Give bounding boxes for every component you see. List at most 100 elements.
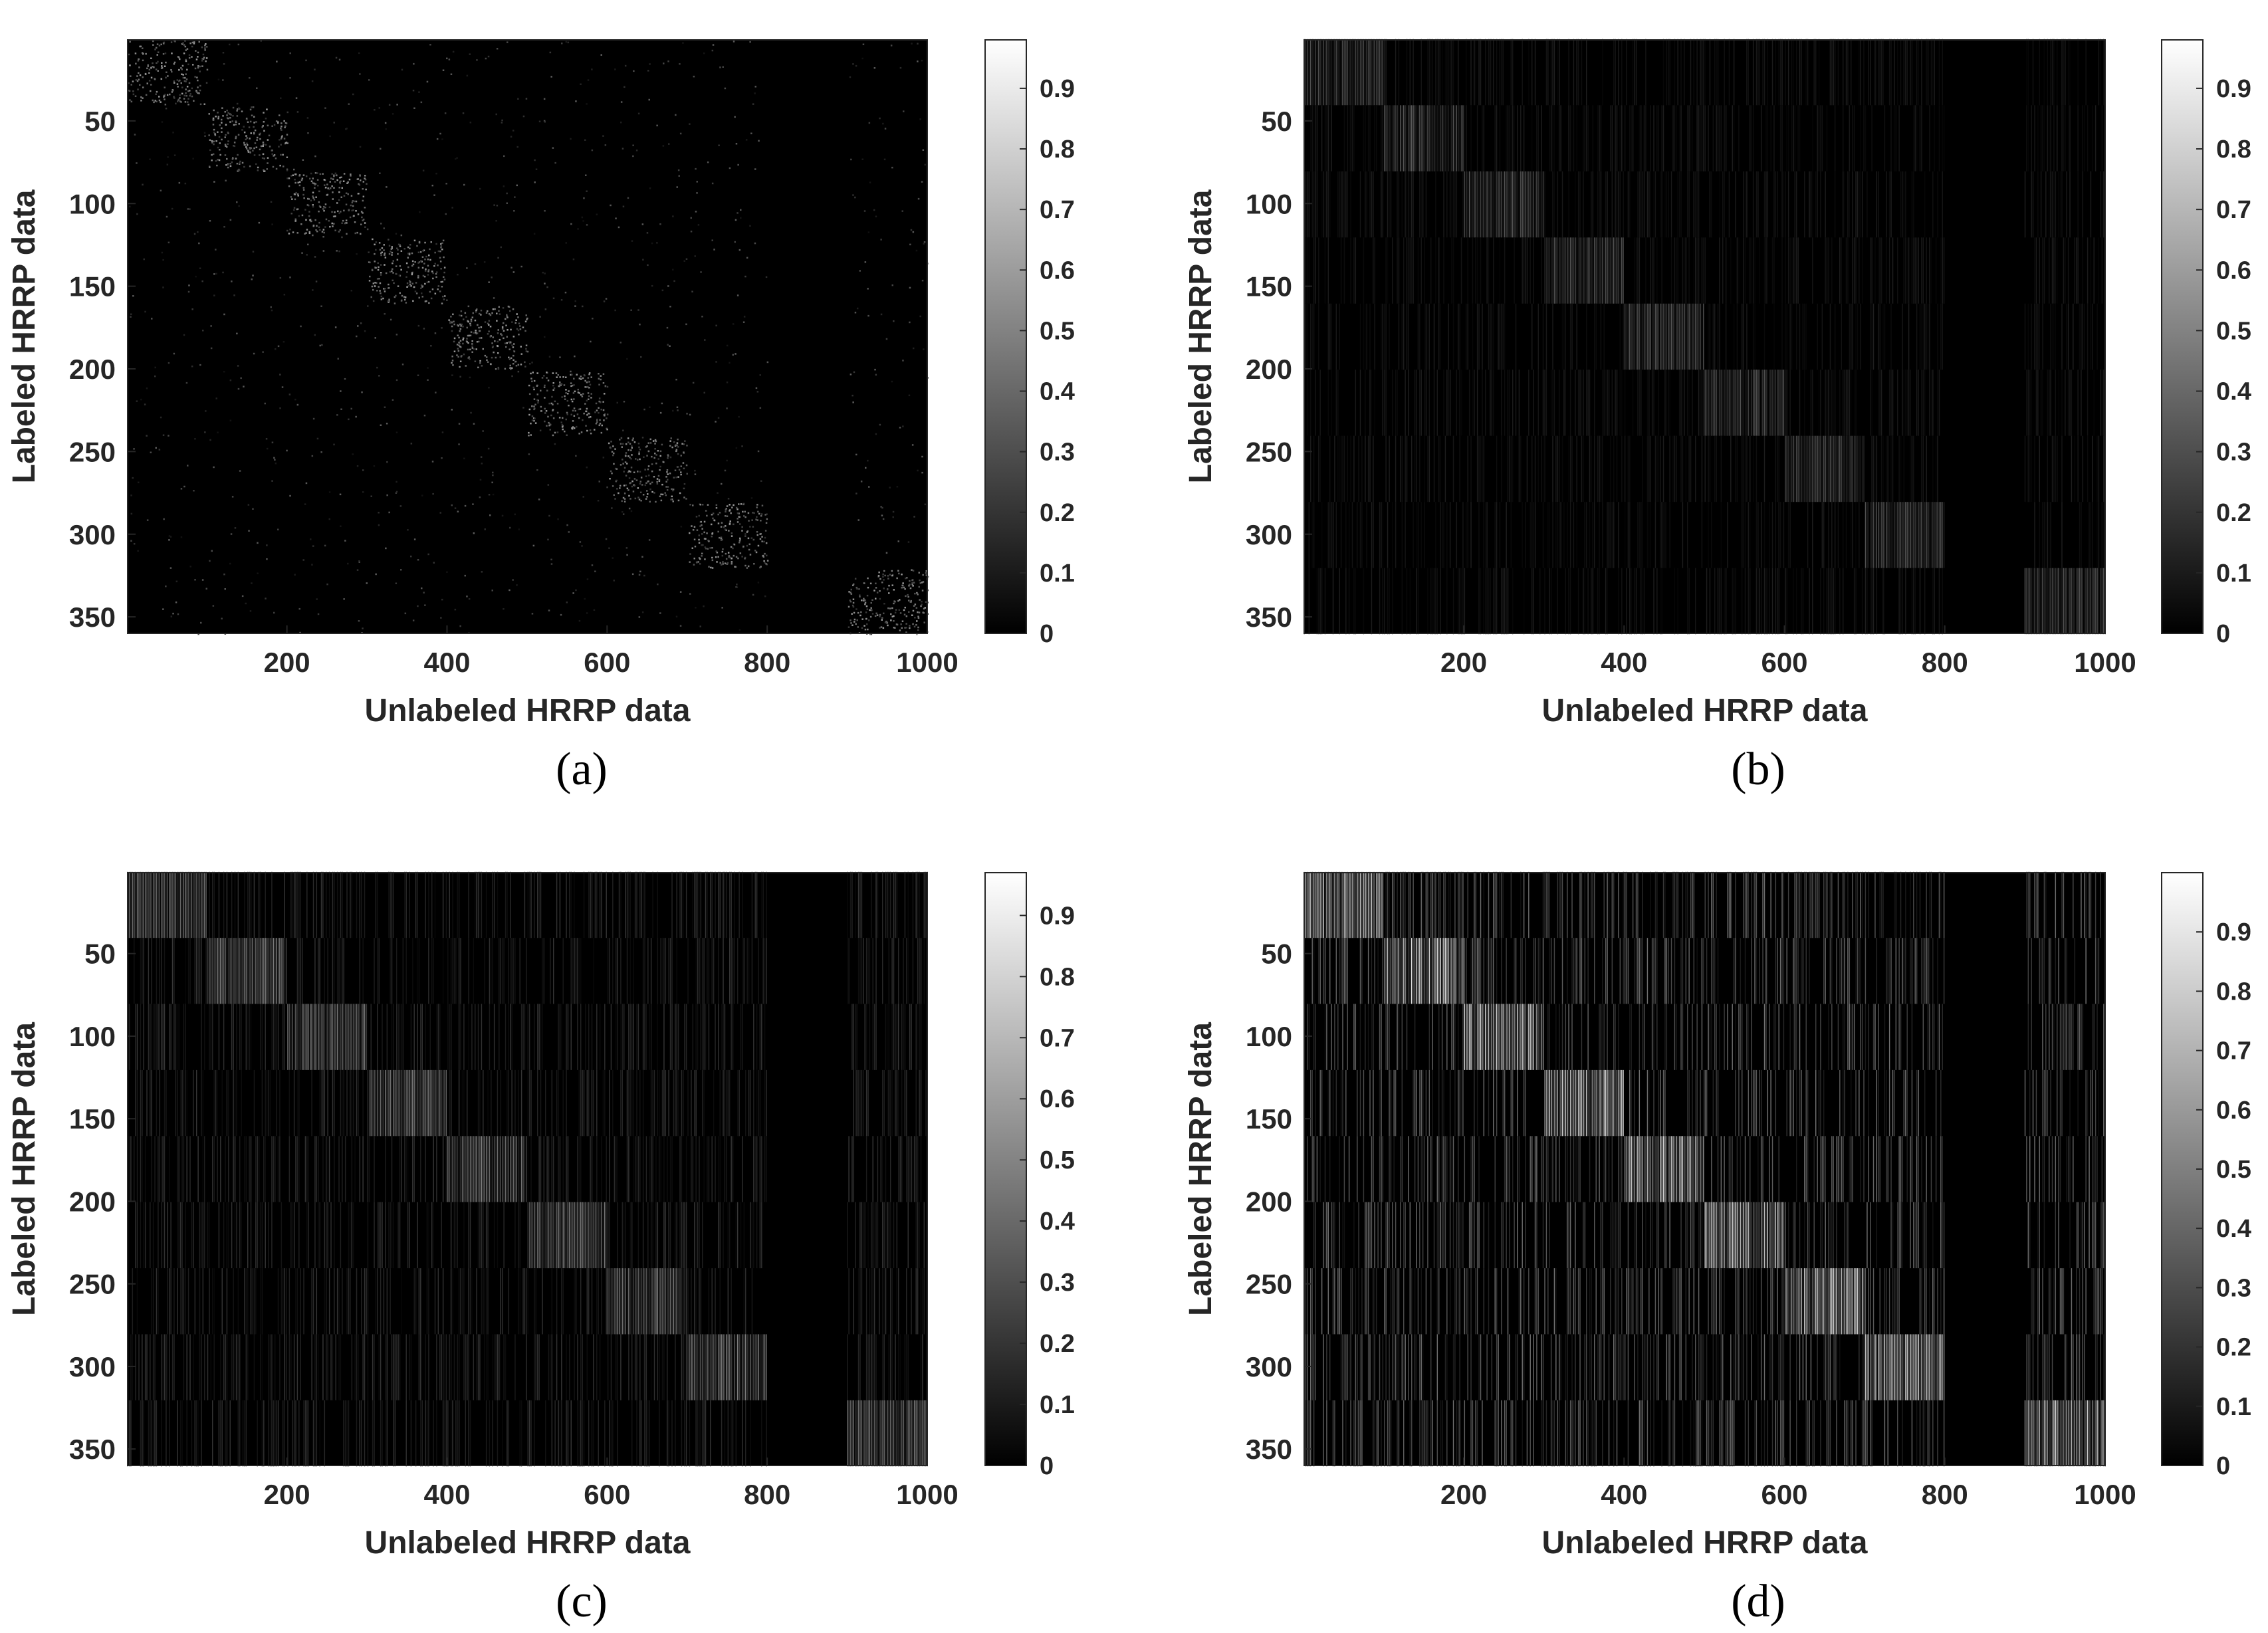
heatmap-cell (329, 225, 331, 228)
heatmap-cell (386, 461, 388, 463)
heatmap-cell (665, 481, 667, 483)
heatmap-cell (680, 473, 682, 476)
heatmap-cell (1844, 171, 1845, 238)
heatmap-cell (1351, 105, 1353, 171)
heatmap-cell (259, 132, 261, 135)
heatmap-cell (528, 453, 530, 455)
heatmap-cell (853, 371, 855, 374)
heatmap-cell (1678, 370, 1680, 436)
heatmap-cell (923, 611, 925, 614)
heatmap-cell (852, 605, 855, 608)
heatmap-cell (496, 205, 499, 207)
heatmap-cell (334, 326, 337, 328)
heatmap-cell (1577, 370, 1579, 436)
heatmap-cell (331, 222, 333, 225)
heatmap-cell (596, 418, 598, 421)
heatmap-cell (863, 598, 865, 600)
heatmap-cell (910, 229, 913, 231)
heatmap-cell (1719, 370, 1720, 436)
heatmap-cell (554, 431, 556, 434)
heatmap-cell (725, 528, 727, 530)
heatmap-cell (234, 527, 237, 529)
heatmap-cell (459, 376, 461, 378)
heatmap-cell (1618, 39, 1619, 106)
heatmap-cell (750, 497, 753, 499)
heatmap-cell (189, 566, 191, 568)
heatmap-cell (457, 324, 459, 326)
heatmap-cell (240, 377, 242, 380)
heatmap-cell (282, 154, 284, 156)
heatmap-cell (249, 610, 252, 612)
heatmap-cell (233, 145, 236, 148)
heatmap-cell (587, 79, 590, 81)
heatmap-cell (1355, 39, 1357, 106)
heatmap-cell (138, 58, 140, 60)
heatmap-cell (744, 558, 746, 560)
heatmap-cell (1337, 39, 1339, 106)
heatmap-cell (525, 344, 528, 346)
heatmap-cell (337, 210, 339, 213)
heatmap-cell (1876, 568, 1878, 635)
heatmap-cell (384, 313, 386, 315)
heatmap-cell (591, 149, 594, 152)
heatmap-cell (1732, 568, 1733, 635)
heatmap-cell (417, 251, 420, 253)
heatmap-cell (885, 338, 888, 340)
heatmap-cell (1938, 502, 1940, 568)
heatmap-cell (640, 477, 643, 479)
heatmap-cell (1765, 105, 1767, 171)
heatmap-cell (1459, 568, 1460, 635)
heatmap-cell (1427, 303, 1428, 370)
panel-b: 200 400 600 800 100050100150200250300350Unla… (1183, 39, 2251, 795)
heatmap-cell (1857, 435, 1859, 502)
heatmap-cell (2051, 435, 2053, 502)
heatmap-cell (1639, 105, 1641, 171)
heatmap-cell (1376, 39, 1377, 106)
heatmap-cell (191, 308, 193, 310)
heatmap-cell (175, 102, 177, 105)
heatmap-cell (488, 386, 490, 389)
heatmap-cell (584, 386, 586, 388)
heatmap-cell (583, 412, 585, 415)
heatmap-cell (1765, 237, 1767, 304)
heatmap-cell (280, 127, 282, 130)
heatmap-cell (861, 627, 863, 629)
heatmap-cell (1653, 105, 1654, 171)
heatmap-cell (722, 561, 724, 563)
heatmap-cell (1501, 568, 1502, 635)
heatmap-cell (284, 142, 287, 144)
heatmap-cell (317, 185, 319, 187)
heatmap-cell (719, 512, 721, 514)
heatmap-cell (238, 168, 240, 171)
heatmap-cell (912, 231, 915, 233)
heatmap-cell (524, 320, 527, 322)
heatmap-cell (458, 342, 460, 344)
heatmap-cell (1579, 370, 1581, 436)
heatmap-cell (259, 134, 261, 136)
heatmap-cell (1719, 237, 1720, 304)
heatmap-cell (539, 429, 542, 431)
heatmap-cell (1552, 502, 1553, 568)
heatmap-cell (2103, 39, 2104, 106)
heatmap-cell (329, 187, 332, 189)
heatmap-cell (136, 80, 139, 82)
heatmap-cell (722, 66, 724, 68)
heatmap-cell (490, 363, 492, 366)
heatmap-cell (388, 511, 390, 514)
heatmap-cell (436, 271, 438, 273)
heatmap-cell (173, 97, 175, 99)
heatmap-cell (417, 324, 420, 327)
heatmap-cell (185, 80, 187, 82)
heatmap-cell (691, 525, 693, 527)
heatmap-cell (879, 615, 881, 617)
heatmap-cell (1520, 435, 1522, 502)
heatmap-cell (613, 580, 615, 582)
heatmap-cell (204, 135, 206, 137)
heatmap-cell (463, 457, 465, 460)
heatmap-cell (229, 379, 232, 381)
heatmap-cell (191, 95, 193, 98)
heatmap-cell (489, 326, 492, 328)
heatmap-cell (230, 114, 232, 116)
heatmap-cell (441, 286, 443, 288)
heatmap-cell (616, 479, 618, 482)
